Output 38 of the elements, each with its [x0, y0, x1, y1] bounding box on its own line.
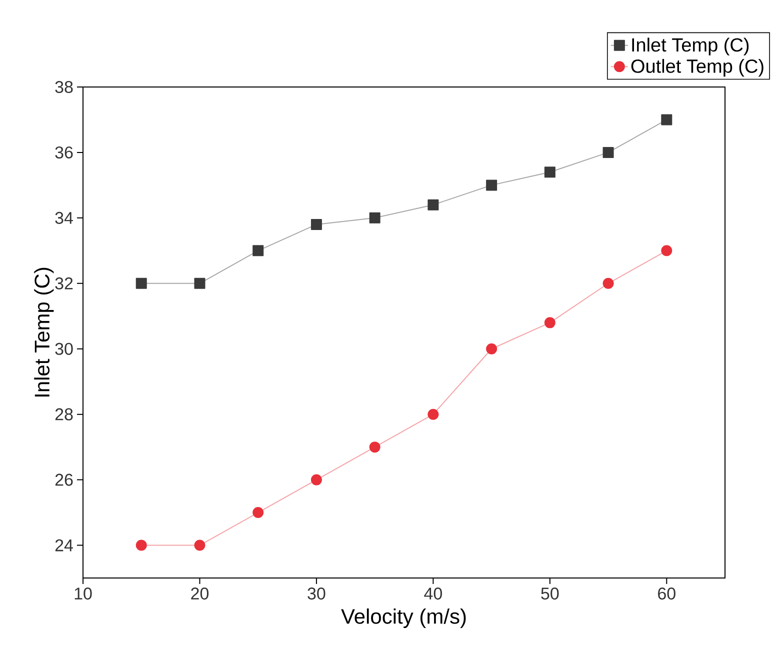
y-tick-label: 34 — [55, 212, 73, 224]
x-tick-label: 50 — [541, 588, 559, 600]
x-tick-label: 20 — [191, 588, 209, 600]
point — [661, 245, 672, 256]
y-tick-label: 32 — [55, 277, 73, 290]
point — [310, 474, 322, 486]
point — [428, 408, 439, 420]
point — [136, 540, 147, 551]
x-tick-label: 40 — [424, 588, 442, 600]
x-tick-label: 30 — [308, 588, 326, 600]
point — [486, 180, 498, 191]
x-tick-label: 10 — [74, 588, 92, 600]
y-tick-label: 30 — [55, 342, 73, 355]
point — [194, 540, 206, 551]
x-axis-title: Velocity (m/s) — [341, 608, 466, 628]
point — [486, 343, 498, 354]
point — [194, 278, 206, 289]
point — [602, 146, 614, 158]
point — [428, 199, 439, 210]
point — [310, 218, 322, 230]
point — [252, 245, 264, 256]
point — [136, 278, 147, 289]
y-tick-label: 24 — [55, 539, 73, 552]
legend-label: Outlet Temp (C) — [631, 58, 764, 77]
y-tick-label: 38 — [55, 80, 73, 94]
point — [661, 114, 672, 126]
point — [252, 507, 264, 518]
y-tick-label: 26 — [55, 474, 73, 486]
point — [544, 317, 556, 328]
y-tick-label: 36 — [55, 146, 73, 158]
y-axis-title: Inlet Temp (C) — [34, 268, 54, 396]
point — [602, 278, 614, 289]
point — [369, 212, 380, 224]
y-tick-label: 28 — [55, 408, 73, 420]
point — [369, 442, 380, 453]
point — [544, 166, 556, 178]
legend-label: Inlet Temp (C) — [632, 38, 749, 56]
x-tick-label: 60 — [658, 588, 676, 600]
